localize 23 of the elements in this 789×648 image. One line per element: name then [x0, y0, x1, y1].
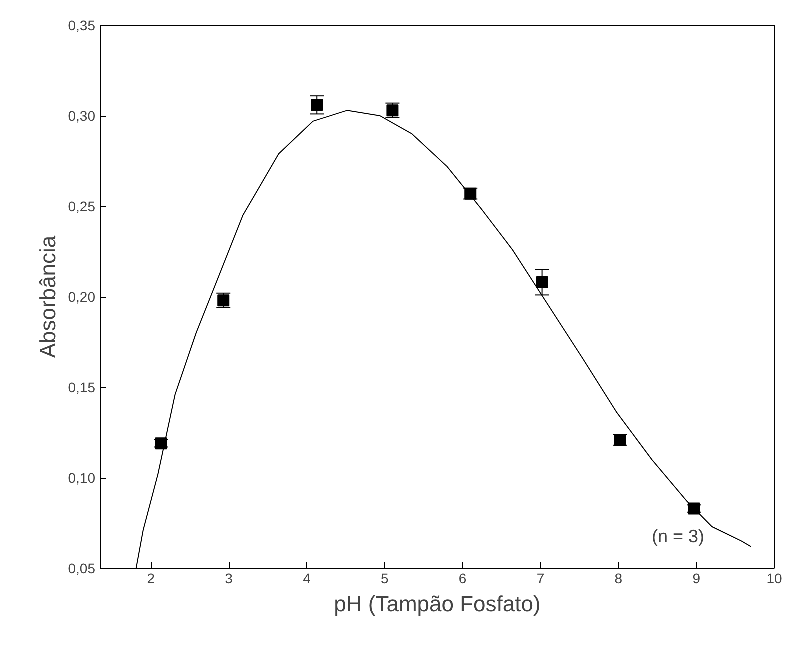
x-tick-label: 2: [147, 570, 156, 586]
y-tick-label: 0,20: [68, 289, 96, 305]
x-tick-label: 9: [692, 570, 701, 586]
x-tick-label: 10: [766, 570, 782, 586]
y-tick-label: 0,25: [68, 198, 96, 214]
line-series: [136, 110, 752, 568]
y-axis-title: Absorbância: [35, 235, 60, 358]
x-tick-label: 6: [458, 570, 467, 586]
x-tick-label: 5: [381, 570, 390, 586]
y-tick-label: 0,30: [68, 108, 96, 124]
y-tick-label: 0,35: [68, 18, 96, 34]
x-tick-label: 4: [303, 570, 312, 586]
y-tick-label: 0,15: [68, 380, 96, 396]
point: [688, 502, 700, 515]
y-tick-label: 0,10: [68, 470, 96, 486]
x-tick-label: 8: [614, 570, 623, 586]
x-axis-title: pH (Tampão Fosfato): [334, 592, 541, 616]
annotation: (n = 3): [652, 526, 705, 546]
x-tick-label: 7: [536, 570, 545, 586]
point: [536, 276, 548, 289]
x-tick-label: 3: [225, 570, 234, 586]
y-tick-label: 0,05: [68, 560, 96, 576]
point: [311, 99, 324, 112]
